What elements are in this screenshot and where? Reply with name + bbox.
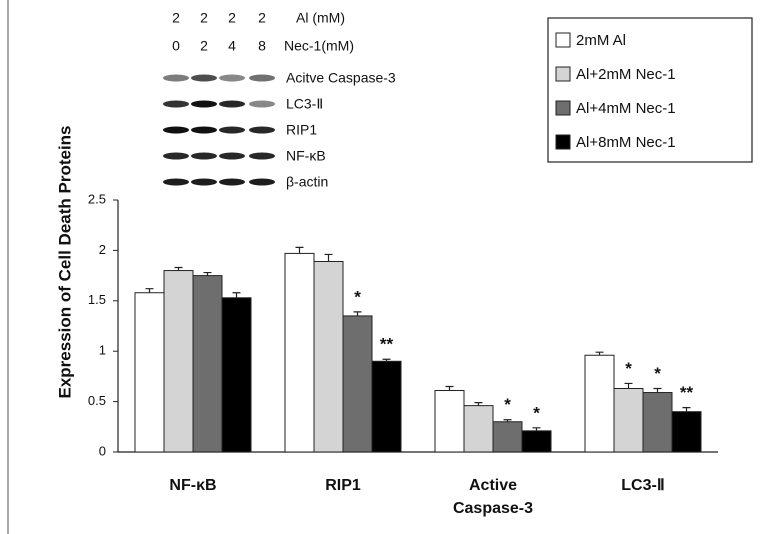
error-bar: [625, 383, 633, 388]
blot-al-dose: 2: [200, 10, 208, 26]
error-bar: [354, 312, 362, 316]
bar: [435, 391, 464, 452]
error-bar: [325, 254, 333, 261]
blot-band: [249, 179, 275, 186]
error-bar: [683, 408, 691, 412]
y-tick-label: 0: [99, 443, 106, 458]
blot-band: [191, 127, 217, 134]
blot-band: [249, 153, 275, 160]
error-bar: [654, 388, 662, 392]
blot-nec-dose: 8: [258, 38, 266, 54]
chart: Expression of Cell Death Proteins 0 0.5 1 1…: [0, 0, 764, 534]
blot-nec-label: Nec-1(mM): [284, 38, 354, 54]
blot-nec-dose: 2: [200, 38, 208, 54]
bar: [193, 276, 222, 452]
y-axis-label: Expression of Cell Death Proteins: [55, 125, 74, 398]
significance-mark: *: [625, 359, 632, 378]
blot-al-dose: 2: [258, 10, 266, 26]
blot-band: [163, 127, 189, 134]
blot-band: [219, 179, 245, 186]
legend-swatch: [556, 67, 570, 81]
page: Expression of Cell Death Proteins 0 0.5 1 1…: [0, 0, 764, 534]
legend-swatch: [556, 101, 570, 115]
bar: [614, 388, 643, 452]
blot-band: [163, 101, 189, 108]
blot-band: [219, 127, 245, 134]
blot-band-label: RIP1: [286, 122, 317, 138]
x-tick-label: Active Caspase-3: [443, 474, 543, 520]
blot-band: [191, 75, 217, 82]
error-bar: [233, 293, 241, 298]
legend-label: Al+8mM Nec-1: [576, 134, 676, 151]
significance-mark: *: [504, 395, 511, 414]
blot-band: [249, 127, 275, 134]
bar: [135, 293, 164, 452]
blot-al-dose: 2: [228, 10, 236, 26]
bar: [493, 422, 522, 452]
blot-band-label: NF-κB: [286, 148, 326, 164]
blot-band: [191, 101, 217, 108]
bar: [643, 393, 672, 452]
legend-label: 2mM Al: [576, 32, 626, 49]
y-tick-label: 1: [99, 343, 106, 358]
x-tick-label: NF-κB: [143, 474, 243, 497]
blot-band: [163, 75, 189, 82]
bar: [164, 271, 193, 452]
error-bar: [296, 247, 304, 253]
blot-band-label: LC3-Ⅱ: [286, 96, 323, 112]
legend-swatch: [556, 135, 570, 149]
blot-band: [249, 101, 275, 108]
significance-mark: *: [354, 287, 361, 306]
blot-band: [219, 153, 245, 160]
bar: [314, 261, 343, 452]
y-tick-label: 0.5: [88, 393, 106, 408]
blot-band: [219, 75, 245, 82]
bar: [672, 412, 701, 452]
error-bar: [446, 386, 454, 390]
bar: [464, 406, 493, 452]
significance-mark: **: [680, 383, 694, 402]
blot-band: [163, 153, 189, 160]
y-tick-label: 2: [99, 242, 106, 257]
blot-band-label: β-actin: [286, 174, 328, 190]
bar: [522, 431, 551, 452]
legend-label: Al+2mM Nec-1: [576, 66, 676, 83]
bar: [222, 298, 251, 452]
significance-mark: **: [380, 335, 394, 354]
blot-band: [219, 101, 245, 108]
blot-nec-dose: 4: [228, 38, 236, 54]
blot-band: [191, 153, 217, 160]
bar: [343, 316, 372, 452]
bar: [285, 253, 314, 452]
blot-al-label: Al (mM): [296, 10, 345, 26]
blot-nec-dose: 0: [172, 38, 180, 54]
y-tick-label: 2.5: [88, 191, 106, 206]
error-bar: [146, 289, 154, 293]
bar: [585, 355, 614, 452]
x-tick-label: LC3-Ⅱ: [593, 474, 693, 497]
significance-mark: *: [533, 403, 540, 422]
significance-mark: *: [654, 364, 661, 383]
blot-band-label: Acitve Caspase-3: [286, 70, 396, 86]
blot-al-dose: 2: [172, 10, 180, 26]
legend-swatch: [556, 33, 570, 47]
blot-band: [163, 179, 189, 186]
x-tick-label: RIP1: [293, 474, 393, 497]
blot-band: [191, 179, 217, 186]
bar: [372, 361, 401, 452]
blot-band: [249, 75, 275, 82]
y-tick-label: 1.5: [88, 292, 106, 307]
legend-label: Al+4mM Nec-1: [576, 100, 676, 117]
